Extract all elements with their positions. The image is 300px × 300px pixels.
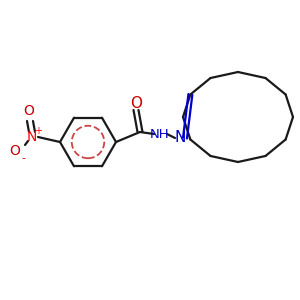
Text: O: O [130,95,142,110]
Text: N: N [174,130,186,146]
Text: -: - [21,153,25,163]
Text: O: O [10,144,20,158]
Text: N: N [27,130,37,144]
Text: NH: NH [150,128,170,140]
Text: +: + [34,126,42,136]
Text: O: O [24,104,34,118]
